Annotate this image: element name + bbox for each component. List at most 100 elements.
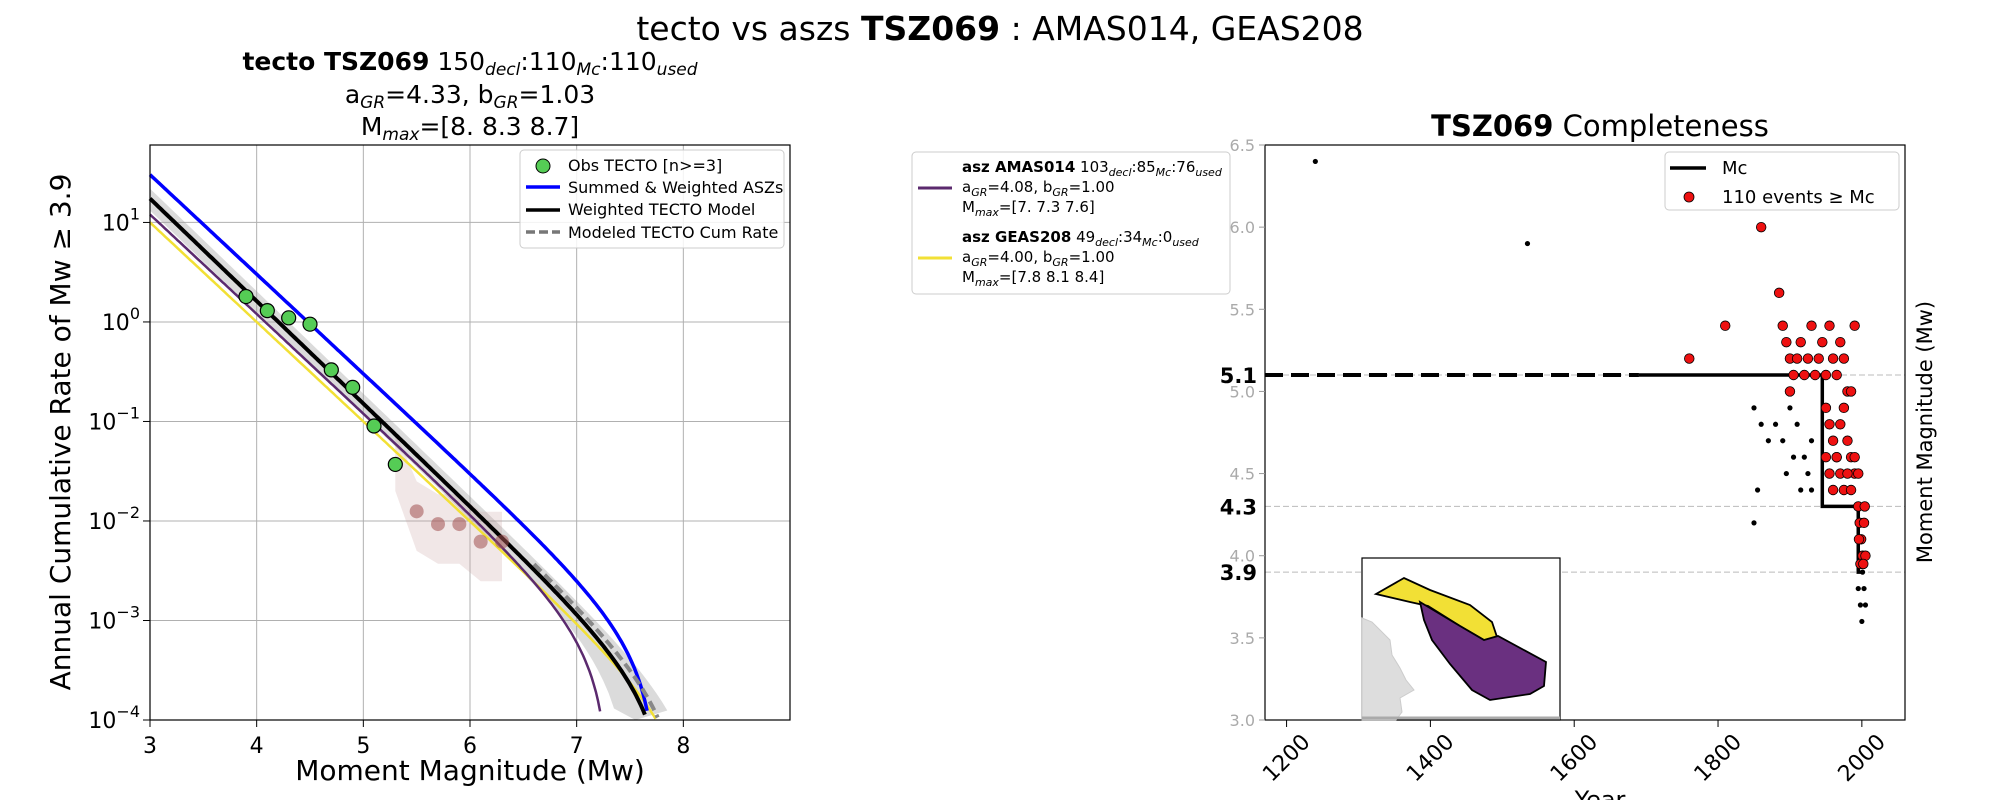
left-title-line1: tecto TSZ069 150decl:110Mc:110used [242,47,697,80]
legend-geas208-title: asz GEAS208 49decl:34Mc:0used [962,228,1200,249]
left-x-tick-label: 6 [463,734,477,759]
event-above-mc [1824,419,1835,430]
event-above-mc [1849,320,1860,331]
legend-obs-marker [535,158,551,174]
right-y-tick-label: 5.0 [1230,382,1255,401]
event-below-mc [1861,585,1867,592]
event-below-mc [1801,454,1807,460]
event-above-mc [1842,435,1853,446]
right-x-tick-label: 1200 [1258,730,1315,787]
right-plot-frame [1264,144,1906,721]
left-x-tick-label: 5 [356,734,370,759]
other-obs-point [495,534,509,549]
event-above-mc [1820,451,1832,463]
inset-map [1361,557,1561,721]
right-y-tick-label: 6.5 [1230,136,1255,155]
event-above-mc [1827,484,1839,496]
obs-tecto-point [345,379,361,395]
right-event-points [1312,158,1871,625]
obs-tecto-point [238,288,254,305]
inset-landmass [1361,617,1415,721]
event-above-mc [1820,402,1832,414]
mc-value-label: 4.3 [1220,495,1257,519]
left-x-tick-label: 4 [250,734,264,759]
event-above-mc [1838,353,1850,364]
left-plot: 3 4 5 6 7 8 101 100 10−1 10−2 10−3 10−4 Moment Mag… [44,144,791,787]
event-below-mc [1772,421,1779,427]
legend-amas014-title: asz AMAS014 103decl:85Mc:76used [962,158,1223,179]
other-obs-point [452,517,467,532]
event-below-mc [1859,618,1865,625]
event-below-mc [1808,487,1815,493]
event-above-mc [1799,369,1810,381]
left-y-tick-label: 100 [102,304,140,336]
event-above-mc [1831,451,1842,463]
event-above-mc [1720,320,1731,331]
event-above-mc [1813,353,1824,364]
left-x-tick-label: 3 [143,734,157,759]
other-obs-point [431,517,445,532]
event-above-mc [1859,501,1870,512]
event-above-mc [1755,221,1767,233]
mc-value-labels: 5.1 4.3 3.9 [1220,364,1257,585]
event-above-mc [1802,353,1814,364]
inset-amas014-polygon [1418,600,1547,701]
obs-tecto-point [387,456,403,473]
event-above-mc [1845,484,1857,496]
event-above-mc [1842,468,1853,479]
legend-mc-label: Mc [1722,158,1747,179]
legend-asz-label: Summed & Weighted ASZs [568,178,783,197]
event-below-mc [1751,520,1757,526]
left-obs-points [238,288,509,549]
figure-title: tecto vs aszs TSZ069 : AMAS014, GEAS208 [636,9,1363,48]
model-uncertainty-band [150,188,668,721]
series-line-0 [148,173,649,712]
left-y-tick-label: 10−3 [88,602,140,634]
left-y-axis-label: Annual Cumulative Rate of Mw ≥ 3.9 [44,174,77,691]
right-x-axis-label: Year [1574,786,1626,800]
event-above-mc [1817,336,1828,348]
event-above-mc [1858,558,1869,570]
event-above-mc [1849,451,1860,463]
obs-tecto-point [323,362,339,378]
event-above-mc [1838,402,1850,414]
event-below-mc [1859,569,1866,575]
event-below-mc [1808,438,1815,444]
left-x-tick-label: 8 [676,734,690,759]
left-y-tick-label: 101 [102,204,140,236]
other-obs-point [409,504,424,519]
left-y-tick-label: 10−1 [88,403,140,435]
event-below-mc [1794,421,1800,427]
legend-tecto-label: Weighted TECTO Model [568,200,755,219]
event-above-mc [1845,386,1857,397]
event-above-mc [1777,320,1788,331]
right-x-tick-label: 2000 [1834,730,1891,787]
asz-legend: asz AMAS014 103decl:85Mc:76used aGR=4.08… [911,151,1231,295]
event-above-mc [1791,353,1803,364]
event-above-mc [1784,386,1796,397]
event-below-mc [1754,487,1761,493]
event-above-mc [1781,336,1792,348]
legend-geas208-ab: aGR=4.00, bGR=1.00 [962,248,1115,269]
obs-tecto-point [366,418,382,434]
event-below-mc [1857,602,1864,608]
event-below-mc [1783,470,1789,477]
event-above-mc [1824,320,1835,331]
left-title-line3: Mmax=[8. 8.3 8.7] [361,112,579,145]
right-y-tick-label: 6.0 [1230,218,1255,237]
legend-obs-label: Obs TECTO [n>=3] [568,156,722,175]
right-y-tick-label: 5.5 [1230,300,1255,319]
legend-geas208-mmax: Mmax=[7.8 8.1 8.4] [962,268,1104,289]
right-y-ticks: 3.0 3.5 4.0 4.5 5.0 5.5 6.0 6.5 [1230,136,1265,730]
event-above-mc [1853,534,1865,545]
right-x-tick-label: 1400 [1402,730,1459,787]
left-title-line2: aGR=4.33, bGR=1.03 [345,80,595,113]
event-below-mc [1790,454,1797,460]
event-above-mc [1827,435,1839,446]
right-legend: Mc 110 events ≥ Mc [1664,151,1900,211]
left-legend: Obs TECTO [n>=3] Summed & Weighted ASZs … [519,149,785,249]
legend-amas014-ab: aGR=4.08, bGR=1.00 [962,178,1115,199]
right-y-tick-label: 3.5 [1230,629,1255,648]
event-below-mc [1805,470,1811,477]
